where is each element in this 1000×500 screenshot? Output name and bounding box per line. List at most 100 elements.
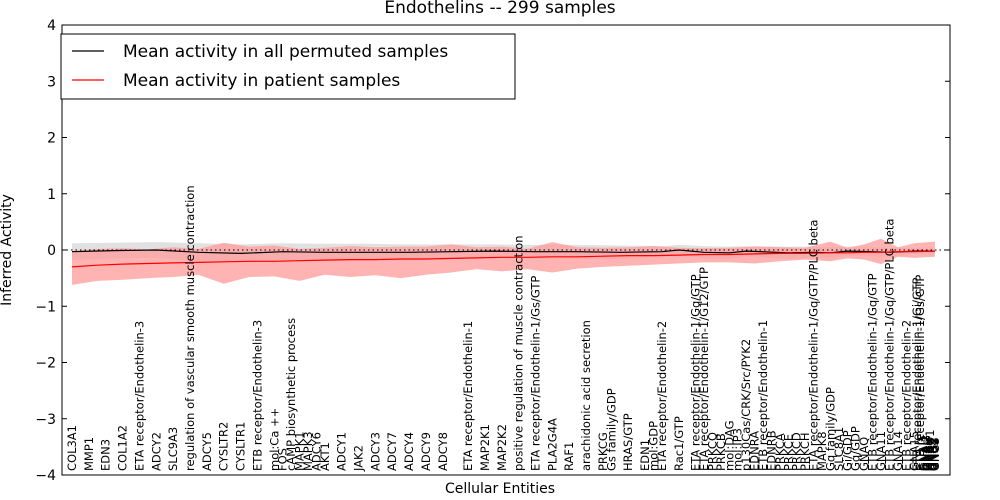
entity-label: SLC8A1 [832, 427, 846, 471]
entity-label: Gq family/GDP [823, 387, 837, 471]
y-axis-label: Inferred Activity [0, 194, 15, 306]
entity-label: MAPK8 [815, 431, 829, 471]
entity-label: GNA14 [891, 431, 905, 471]
entity-label: ADCY8 [436, 432, 450, 471]
y-tick-label: 1 [47, 187, 56, 203]
entity-label: CYSLTR1 [234, 422, 248, 471]
entity-label: MAPK3 [301, 431, 315, 471]
entity-label: PRKCQ [706, 432, 720, 471]
entity-label: EDNRB [765, 430, 779, 471]
y-tick-label: 0 [47, 243, 56, 259]
entity-label: ADCY1 [335, 432, 349, 471]
legend: Mean activity in all permuted samples Me… [60, 33, 516, 100]
entity-label: positive regulation of muscle contractio… [512, 235, 526, 471]
entity-labels: COL3A1 MMP1 EDN3 COL1A2 ETA receptor/Endothe… [65, 185, 942, 472]
entity-label: GNB1 [925, 438, 939, 471]
y-tick-label: −4 [35, 468, 56, 484]
entity-label: GNA15 [908, 431, 922, 471]
entity-label: ETA receptor/Endothelin-1 [461, 321, 475, 471]
x-axis-label: Cellular Entities [445, 481, 555, 497]
entity-label: ADCY6 [309, 432, 323, 471]
entity-label: p130Cas/CRK/Src/PYK2 [739, 339, 753, 471]
entity-label: SLC9A3 [166, 427, 180, 471]
entity-label: ADCY3 [368, 432, 382, 471]
entity-label: regulation of vascular smooth muscle con… [183, 185, 197, 471]
legend-label-permuted: Mean activity in all permuted samples [123, 42, 448, 62]
chart-title: Endothelins -- 299 samples [384, 0, 615, 18]
legend-label-patient: Mean activity in patient samples [123, 71, 400, 91]
y-tick-label: 2 [47, 131, 56, 147]
entity-label: RAF1 [562, 442, 576, 471]
entity-label: PRKCG [596, 432, 610, 471]
entity-label: ETA receptor/Endothelin-1/Gq/GTP [689, 274, 703, 471]
entity-label: GNAI1 [916, 435, 930, 471]
entity-label: PRKCH [798, 432, 812, 471]
entity-label: MAP2K2 [495, 424, 509, 471]
y-tick-label: 3 [47, 74, 56, 90]
entity-label: ETB receptor/Endothelin-1/Gi/GTP [910, 277, 924, 471]
entity-label: EDN1 [638, 439, 652, 471]
entity-label: COL1A2 [116, 425, 130, 471]
entity-label: FOS [276, 448, 290, 471]
y-axis-ticks: −4 −3 −2 −1 0 1 2 3 4 [35, 18, 950, 484]
entity-label: ETA receptor/Endothelin-1/Gs/GTP [529, 276, 543, 471]
entity-label: GNAO1 [923, 429, 937, 471]
entity-label: Gq/GDP [849, 426, 863, 471]
series-lines [71, 249, 935, 268]
legend-box [60, 33, 516, 100]
entity-label: GNAS [921, 438, 935, 471]
entity-label: GNAI3 [920, 435, 934, 471]
y-tick-label: −3 [35, 412, 56, 428]
entity-label: ETB receptor/Endothelin-1/Gq/GTP [866, 273, 880, 471]
entity-label: ETA receptor/Endothelin-2 [655, 321, 669, 471]
entity-label: Gi/GDP [840, 430, 854, 471]
entity-label: ADCY4 [402, 432, 416, 471]
entity-label: mol:Ca ++ [267, 408, 281, 471]
y-tick-label: −1 [35, 299, 56, 315]
entity-label: ETB receptor/Endothelin-2 [899, 320, 913, 471]
entity-label: GNB2 [927, 438, 941, 471]
line-permuted [71, 249, 935, 255]
entity-label: mol:IP3 [731, 428, 745, 471]
entity-label: ADCY7 [385, 432, 399, 471]
entity-label: Rac1/GTP [672, 416, 686, 471]
entity-label: GNAZ [925, 438, 939, 471]
entity-label: MAPK1 [293, 431, 307, 471]
entity-label: MAP2K1 [478, 424, 492, 471]
y-tick-label: −2 [35, 356, 56, 372]
entity-label: GNAI2 [918, 435, 932, 471]
y-tick-label: 4 [47, 18, 56, 34]
entity-label: ADCY5 [200, 432, 214, 471]
entity-label: GNG3 [928, 437, 942, 471]
entity-label: cAMP biosynthetic process [284, 318, 298, 471]
entity-label: GNG2 [926, 437, 940, 471]
entity-label: PRKCE [781, 434, 795, 471]
entity-label: EDN3 [99, 439, 113, 471]
entity-label: ETB receptor/Endothelin-1 [756, 320, 770, 471]
entity-label: EDNRA [748, 431, 762, 471]
entity-label: GNA11 [874, 431, 888, 471]
entity-label: GNAQ [857, 437, 871, 471]
entity-label: ETA receptor/Endothelin-3 [132, 321, 146, 471]
entity-label: PRKCA [773, 433, 787, 471]
entity-label: HRAS/GTP [621, 413, 635, 471]
entity-label: mol:GDP [647, 421, 661, 471]
entity-label: Gs family/GDP [604, 388, 618, 471]
entity-label: CYSLTR2 [217, 422, 231, 471]
entity-label: AKT1 [318, 442, 332, 471]
entity-label: ETB receptor/Endothelin-3 [250, 320, 264, 471]
entity-label: mol:DAG [722, 420, 736, 471]
entity-label: ADCY9 [419, 432, 433, 471]
entity-label: JAK2 [352, 445, 366, 472]
line-patient [71, 250, 935, 268]
entity-label: ADCY2 [149, 432, 163, 471]
entity-label: arachidonic acid secretion [579, 320, 593, 471]
entity-label: ETA receptor/Endothelin-1/Gq/GTP/PLC bet… [807, 220, 821, 471]
entity-label: PRKCB [714, 433, 728, 471]
entity-label: ETA receptor/Endothelin-1/G12/GTP [697, 267, 711, 471]
entity-label: PRKCD [790, 432, 804, 471]
entity-label: MMP1 [82, 437, 96, 471]
entity-label: COL3A1 [65, 425, 79, 471]
entity-label: PLA2G4A [545, 418, 559, 471]
